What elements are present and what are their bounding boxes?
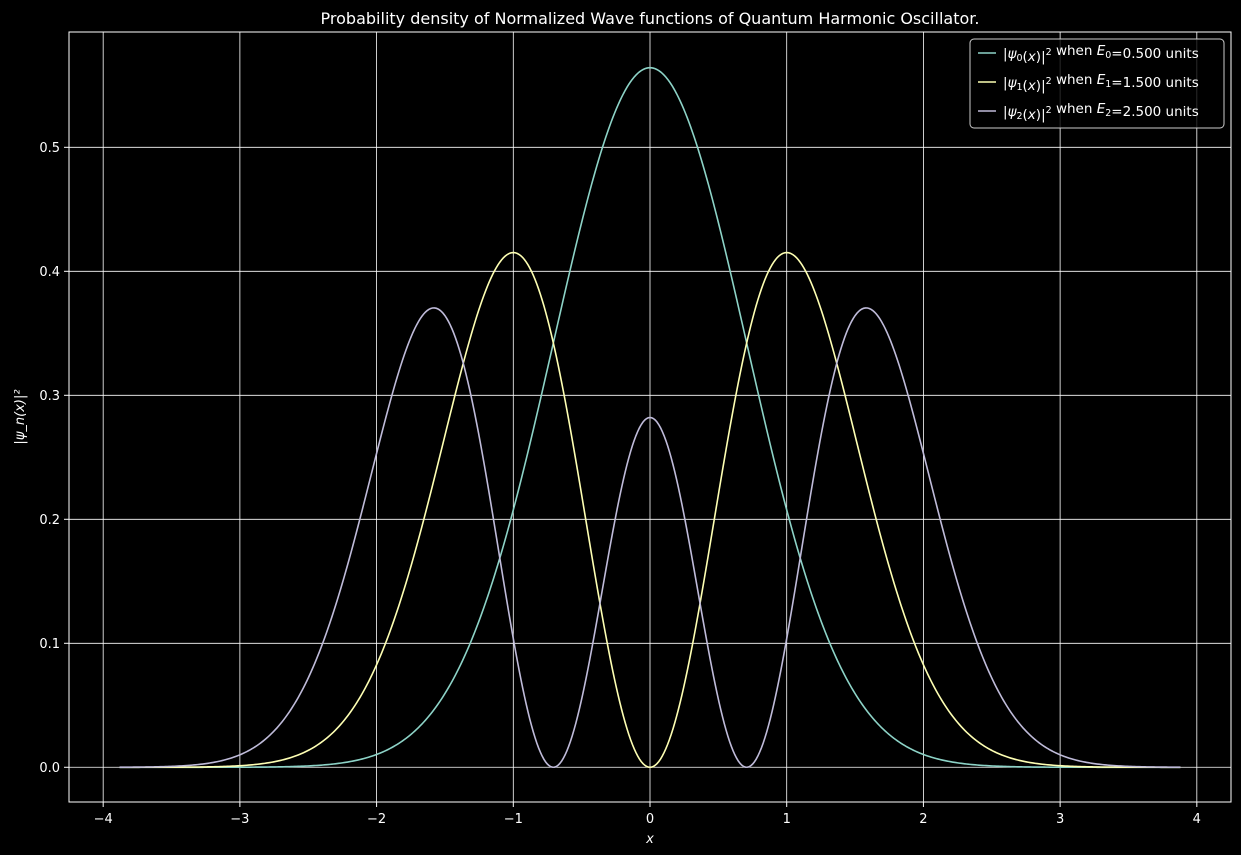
x-tick-label: 2 [919, 812, 927, 827]
x-tick-label: 1 [783, 812, 791, 827]
x-tick-label: −3 [230, 812, 249, 827]
tick-layer: −4 −3 −2 −1 0 1 2 3 4 0.0 0.1 0.2 0.3 0.4 0.5 [39, 141, 1201, 827]
y-tick-label: 0.0 [39, 761, 60, 776]
x-tick-label: 4 [1193, 812, 1201, 827]
x-tick-label: −4 [94, 812, 113, 827]
x-tick-label: −1 [504, 812, 523, 827]
y-tick-label: 0.4 [39, 265, 60, 280]
legend: |ψ0(x)|2 when E0=0.500 units |ψ1(x)|2 whe… [969, 38, 1225, 129]
legend-label-psi1: |ψ1(x)|2 when E1=1.500 units [1003, 72, 1199, 94]
series-layer [119, 66, 1181, 769]
series-line-psi1 [119, 251, 1181, 769]
y-axis-label-text: |ψ_n(x)|² [13, 389, 28, 444]
legend-box [969, 38, 1225, 129]
legend-entries: |ψ0(x)|2 when E0=0.500 units |ψ1(x)|2 whe… [978, 43, 1199, 123]
x-axis-label: x [645, 832, 654, 847]
x-tick-label: −2 [367, 812, 386, 827]
legend-label-psi2: |ψ2(x)|2 when E2=2.500 units [1003, 101, 1199, 123]
y-tick-label: 0.1 [39, 637, 60, 652]
x-tick-label: 0 [646, 812, 654, 827]
series-line-psi2 [119, 307, 1181, 769]
legend-label-psi0: |ψ0(x)|2 when E0=0.500 units [1003, 43, 1199, 65]
y-tick-label: 0.3 [39, 389, 60, 404]
y-tick-label: 0.5 [39, 141, 60, 156]
chart-title: Probability density of Normalized Wave f… [321, 9, 980, 28]
series-line-psi0 [119, 66, 1181, 769]
y-axis-label: |ψ_n(x)|² [13, 389, 28, 444]
y-tick-label: 0.2 [39, 513, 60, 528]
x-tick-label: 3 [1056, 812, 1064, 827]
